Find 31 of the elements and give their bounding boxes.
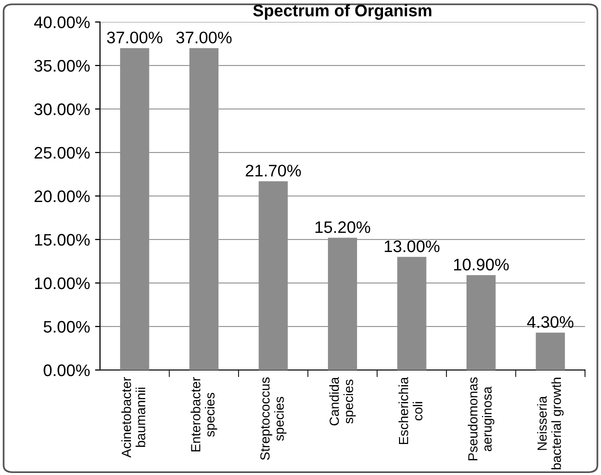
data-label: 13.00% [384,240,440,252]
y-tick-label: 30.00% [34,103,90,116]
y-tick-label: 10.00% [35,277,90,290]
bar [189,48,218,370]
data-label: 37.00% [176,32,232,44]
x-tick-label: Neisseria bacterial growth [537,378,564,470]
chart-title: Spectrum of Organism [253,4,432,20]
x-tick-label: Streptococcus species [260,377,286,460]
bar [397,256,426,370]
x-tick-label: Enterobacter species [190,377,218,452]
y-tick-label: 15.00% [35,234,90,246]
y-tick-label: 20.00% [34,190,90,202]
y-tick-label: 35.00% [34,60,90,72]
x-tick-label: Pseudomonas aeruginosa [468,377,494,460]
data-label: 10.90% [454,258,509,270]
y-tick-label: 25.00% [34,146,90,159]
bar [536,332,565,370]
x-tick-label: Escherichia coli [398,376,422,444]
bar [328,238,358,370]
data-label: 15.20% [316,221,370,234]
data-label: 37.00% [107,32,162,44]
data-label: 21.70% [246,164,301,177]
bar [466,275,496,370]
data-label: 4.30% [527,316,574,328]
x-tick-label: Candida species [329,376,356,426]
bar [120,48,150,370]
y-tick-label: 5.00% [44,320,90,333]
bar [258,181,288,370]
x-tick-label: Acinetobacter baumannii [121,377,146,458]
y-tick-label: 0.00% [44,364,90,376]
y-tick-label: 40.00% [34,16,90,28]
